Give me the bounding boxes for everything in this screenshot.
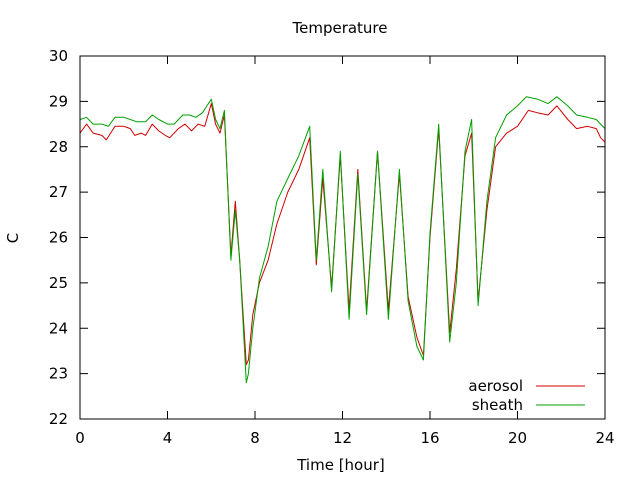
- legend: aerosol sheath: [468, 377, 585, 414]
- series-layer: [79, 96, 606, 384]
- series-line-aerosol: [79, 103, 606, 366]
- y-tick-label: 23: [49, 365, 68, 383]
- y-tick-label: 26: [49, 229, 68, 247]
- y-axis-ticks: 22 23 24 25 26 27 28 29 30: [49, 47, 605, 428]
- x-tick-label: 8: [250, 429, 260, 447]
- legend-label-sheath: sheath: [472, 396, 523, 414]
- legend-label-aerosol: aerosol: [468, 377, 523, 395]
- y-tick-label: 25: [49, 274, 68, 292]
- chart-title: Temperature: [291, 19, 387, 37]
- y-tick-label: 24: [49, 319, 68, 337]
- x-tick-label: 4: [163, 429, 173, 447]
- x-axis-label: Time [hour]: [296, 456, 385, 474]
- x-tick-label: 16: [420, 429, 439, 447]
- plot-frame: [79, 55, 606, 420]
- y-tick-label: 29: [49, 92, 68, 110]
- y-tick-label: 27: [49, 183, 68, 201]
- series-line-sheath: [79, 96, 606, 384]
- x-tick-label: 24: [595, 429, 614, 447]
- x-tick-label: 0: [75, 429, 85, 447]
- y-tick-label: 28: [49, 138, 68, 156]
- y-axis-label: C: [4, 233, 22, 243]
- y-tick-label: 22: [49, 410, 68, 428]
- x-tick-label: 12: [333, 429, 352, 447]
- y-tick-label: 30: [49, 47, 68, 65]
- x-axis-ticks: 0 4 8 12 16 20 24: [75, 56, 615, 447]
- x-tick-label: 20: [508, 429, 527, 447]
